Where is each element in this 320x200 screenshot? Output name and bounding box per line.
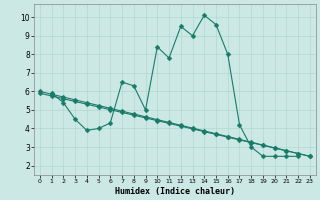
X-axis label: Humidex (Indice chaleur): Humidex (Indice chaleur) <box>115 187 235 196</box>
